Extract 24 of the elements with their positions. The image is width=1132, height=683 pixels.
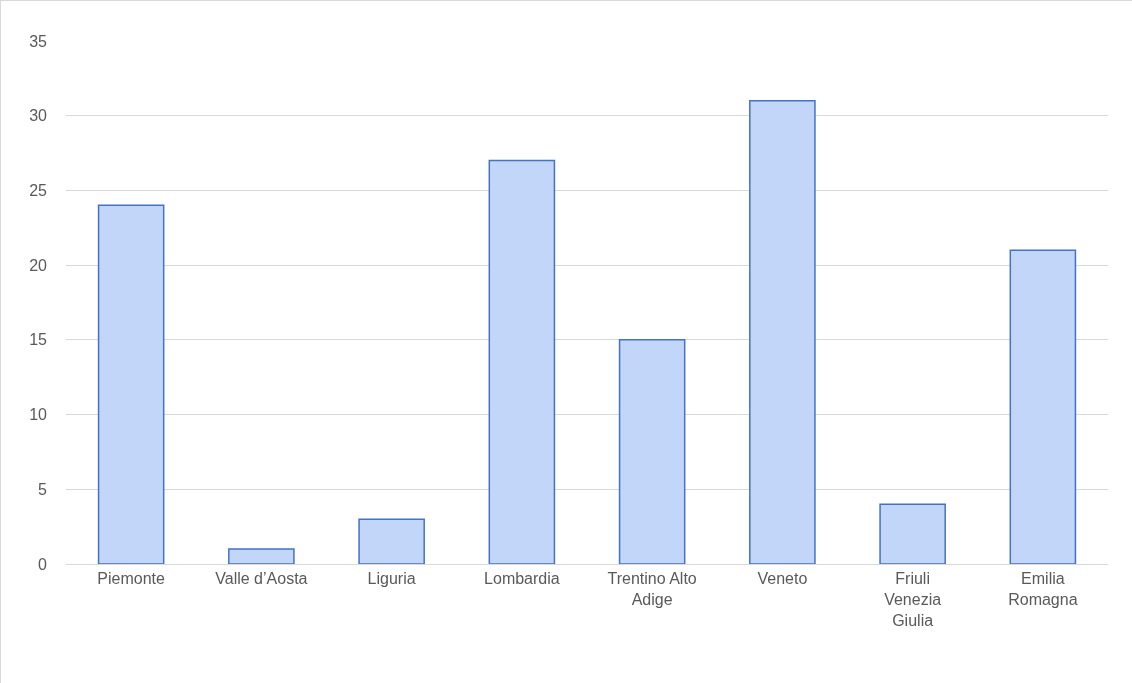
bar [879,503,946,564]
y-tick-label: 5 [38,480,48,498]
x-tick-label: Piemonte [97,570,166,588]
x-tick-label: Emilia Romagna [1008,570,1078,608]
y-tick-label: 25 [29,182,48,200]
x-tick-label: Valle d’Aosta [215,570,308,588]
x-tick-label: Friuli Venezia Giulia [884,570,942,629]
x-tick-label: Veneto [757,570,808,588]
bar [97,204,165,564]
bar [618,339,686,564]
y-tick-label: 20 [29,256,48,274]
bar [749,100,816,564]
bar [358,518,425,564]
x-tick-label: Liguria [367,570,416,588]
y-tick-label: 0 [38,555,48,573]
bar [1009,249,1077,564]
bar [488,159,556,564]
y-tick-label: 35 [29,32,48,50]
y-tick-label: 15 [29,331,48,349]
x-tick-label: Trentino Alto Adige [607,570,697,608]
bar [228,548,295,564]
y-tick-label: 10 [29,406,48,424]
x-tick-label: Lombardia [484,570,560,588]
y-tick-label: 30 [29,107,48,125]
